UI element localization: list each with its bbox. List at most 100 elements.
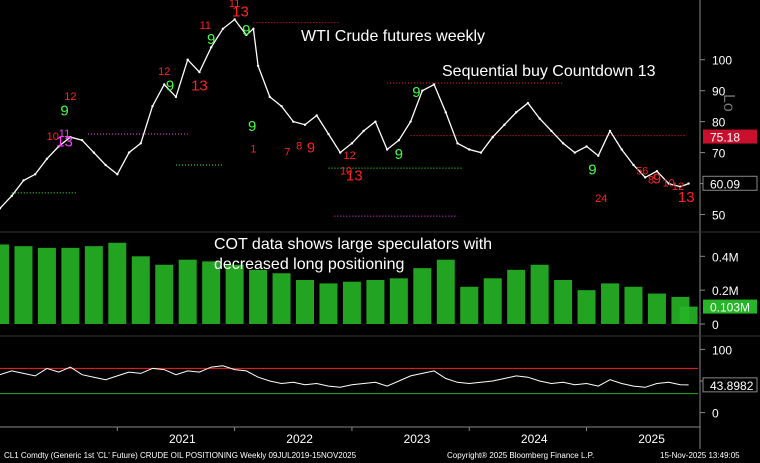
price-last-value-label: 60.09 xyxy=(710,177,740,191)
price-point xyxy=(69,135,72,139)
price-point xyxy=(573,151,577,154)
price-point xyxy=(327,132,330,136)
cot-bar xyxy=(483,278,502,324)
cot-bar xyxy=(249,269,268,324)
price-point xyxy=(268,95,272,99)
td-count-label: 13 xyxy=(678,189,695,206)
price-y-tick-label: 70 xyxy=(712,147,726,161)
axis-side-label: Lo xyxy=(720,94,737,112)
price-point xyxy=(198,70,201,74)
td-count-label: 2 xyxy=(595,193,601,205)
cot-bar xyxy=(436,259,455,324)
price-point xyxy=(80,139,84,142)
price-point xyxy=(209,46,213,49)
price-point xyxy=(33,173,37,176)
cot-bar xyxy=(202,261,221,324)
td-count-label: 8 xyxy=(296,141,302,153)
td-count-label: 13 xyxy=(346,167,363,184)
td-count-label: 9 xyxy=(248,118,256,135)
price-series xyxy=(0,18,690,210)
cot-y-tick-label: 0.2M xyxy=(712,284,739,298)
price-point xyxy=(252,27,255,30)
td-count-label: 13 xyxy=(232,3,249,20)
td-count-label: 9 xyxy=(588,161,596,178)
cot-bar xyxy=(507,269,526,324)
price-point xyxy=(57,145,60,148)
price-y-tick-label: 80 xyxy=(712,116,726,130)
x-tick-label: 2024 xyxy=(521,432,548,446)
price-point xyxy=(92,151,96,154)
price-point xyxy=(374,120,377,123)
price-y-tick-label: 100 xyxy=(712,54,732,68)
x-tick-label: 2023 xyxy=(404,432,431,446)
td-count-label: 12 xyxy=(64,91,76,103)
price-point xyxy=(22,179,25,182)
price-point xyxy=(687,182,690,185)
price-point xyxy=(256,64,260,68)
price-point xyxy=(116,173,119,176)
td-count-label: 8 xyxy=(648,175,654,187)
axes: 506070809010075.1860.090.4M0.2M00.103M05… xyxy=(116,54,758,446)
price-point xyxy=(468,148,471,151)
td-count-label: 9 xyxy=(653,171,661,188)
price-point xyxy=(45,157,49,160)
price-last-value-box xyxy=(703,129,757,144)
price-point xyxy=(104,163,107,167)
cot-annotation-line1: COT data shows large speculators with xyxy=(214,236,493,253)
cot-bar xyxy=(577,290,596,324)
cot-bar xyxy=(178,259,197,324)
price-point xyxy=(667,182,670,185)
price-point xyxy=(409,120,412,123)
cot-bar xyxy=(37,247,56,324)
cot-bar xyxy=(108,242,127,324)
td-count-label: 12 xyxy=(158,66,170,78)
cot-bar xyxy=(84,246,103,324)
cot-bar xyxy=(272,273,291,324)
chart-title: WTI Crude futures weekly xyxy=(301,28,486,45)
price-point xyxy=(174,95,178,99)
cot-y-tick-label: 0 xyxy=(712,318,719,332)
price-y-tick-label: 50 xyxy=(712,209,726,223)
price-point xyxy=(644,176,647,179)
cot-bar xyxy=(554,280,573,324)
price-point xyxy=(550,129,553,133)
price-point xyxy=(127,151,131,154)
x-tick-label: 2021 xyxy=(169,432,196,446)
cot-bar xyxy=(389,278,408,324)
cot-bar xyxy=(366,280,385,324)
td-count-label: 11 xyxy=(200,20,211,32)
price-point xyxy=(432,83,436,86)
countdown-annotation: Sequential buy Countdown 13 xyxy=(442,63,656,80)
td-count-label: 7 xyxy=(284,147,290,159)
td-count-label: 12 xyxy=(672,181,684,193)
footer-security: CL1 Comdty (Generic 1st 'CL' Future) CRU… xyxy=(4,451,357,460)
cot-bar xyxy=(155,264,174,324)
td-count-label: 11 xyxy=(59,128,70,140)
td-count-label: 10 xyxy=(340,165,352,177)
cot-bar xyxy=(647,293,666,324)
price-point xyxy=(444,111,447,114)
rsi-y-tick-label: 0 xyxy=(712,407,719,421)
x-tick-label: 2025 xyxy=(638,432,665,446)
price-point xyxy=(421,89,424,92)
price-point xyxy=(233,18,236,21)
cot-bar xyxy=(679,306,698,324)
td-count-label: 5 xyxy=(636,165,642,177)
cot-bar xyxy=(131,256,150,324)
td-count-label: 11 xyxy=(229,0,240,10)
footer-bar: CL1 Comdty (Generic 1st 'CL' Future) CRU… xyxy=(0,449,760,463)
price-point xyxy=(526,101,530,105)
rsi-last-value-box xyxy=(702,377,758,393)
td-count-label: 10 xyxy=(663,178,675,190)
rsi-last-value-label: 43.8982 xyxy=(710,379,754,393)
cot-bar xyxy=(601,283,620,324)
price-point xyxy=(10,194,13,198)
footer-timestamp: 15-Nov-2025 13:49:05 xyxy=(660,451,740,460)
price-point xyxy=(503,123,506,126)
price-point xyxy=(0,207,2,210)
td-count-label: 10 xyxy=(47,131,59,143)
td-count-label: 9 xyxy=(166,78,174,95)
rsi-panel xyxy=(0,365,698,395)
